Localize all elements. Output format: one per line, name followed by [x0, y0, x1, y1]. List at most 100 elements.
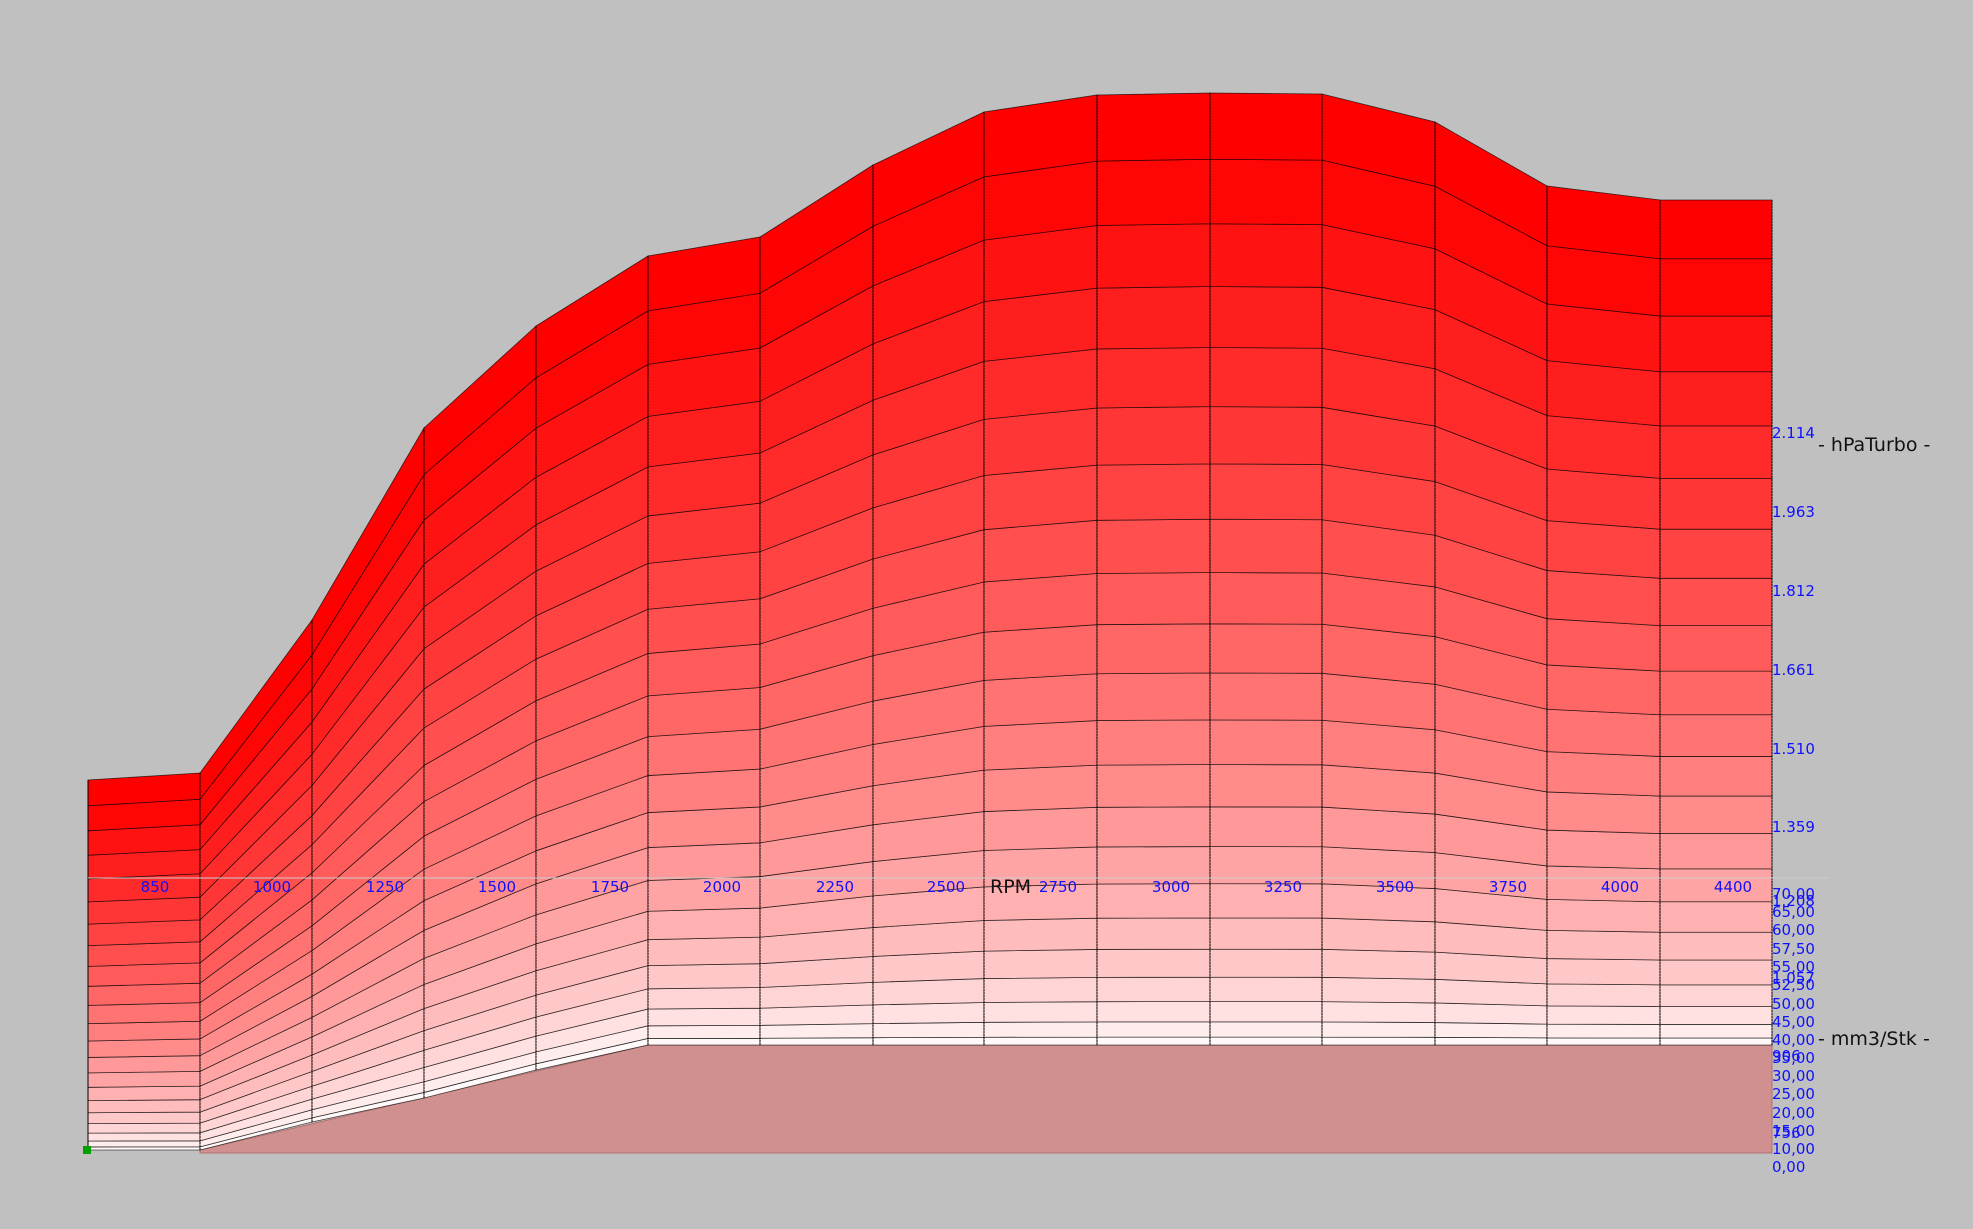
surface-cell: [1096, 976, 1211, 1003]
surface-cell: [1659, 931, 1773, 961]
chart-floor: [199, 1044, 1773, 1154]
surface-cell: [983, 1021, 1098, 1038]
surface-cell: [87, 941, 201, 967]
surface-cell: [1096, 158, 1211, 226]
hpa-tick-label: 1.359: [1772, 818, 1815, 836]
surface-cell: [1096, 764, 1211, 808]
surface-cell: [1209, 1036, 1323, 1046]
surface-cell: [647, 768, 761, 813]
mm3-axis: 0,0010,0015,0020,0025,0030,0035,0040,004…: [1772, 885, 1815, 1176]
surface-cell: [1321, 1036, 1436, 1046]
surface-cell: [87, 1146, 201, 1151]
x-tick-label: 1500: [478, 878, 516, 896]
surface-cell: [1096, 623, 1211, 675]
x-axis-title: RPM: [990, 876, 1031, 898]
hpa-tick-label: 1.661: [1772, 661, 1815, 679]
mm3-axis-title: - mm3/Stk -: [1818, 1028, 1930, 1050]
surface-cell: [1096, 917, 1211, 950]
mm3-tick-label: 50,00: [1772, 995, 1815, 1013]
surface-cell: [1096, 92, 1211, 162]
x-tick-label: 3250: [1264, 878, 1302, 896]
surface-cell: [1096, 719, 1211, 766]
surface-cell: [647, 907, 761, 941]
surface-mesh: [87, 92, 1773, 1151]
surface-cell: [87, 1038, 201, 1058]
surface-cell: [1659, 795, 1773, 834]
x-axis: 850 1000 1250 1500 1750 2000 2250 2500 2750 3000 3…: [88, 877, 1830, 896]
mm3-tick-label: 52,50: [1772, 976, 1815, 994]
hpa-tick-label: 1.963: [1772, 503, 1815, 521]
surface-cell: [983, 464, 1098, 531]
surface-cell: [1546, 929, 1661, 961]
x-tick-label: 2000: [703, 878, 741, 896]
surface-cell: [87, 1020, 201, 1042]
surface-cell: [1209, 1001, 1323, 1023]
surface-cell: [87, 1140, 201, 1148]
surface-cell: [1546, 829, 1661, 870]
surface-cell: [1096, 1021, 1211, 1038]
surface-cell: [87, 1002, 201, 1025]
x-tick-label: 2250: [816, 878, 854, 896]
surface-cell: [87, 1099, 201, 1114]
hpa-tick-label: 1.510: [1772, 740, 1815, 758]
mm3-tick-label: 70,00: [1772, 885, 1815, 903]
surface-cell: [1096, 1036, 1211, 1046]
surface-cell: [1659, 670, 1773, 716]
x-tick-label: 1750: [591, 878, 629, 896]
extra-tick-label: 1.057: [1772, 969, 1815, 987]
surface-cell: [1209, 623, 1323, 674]
surface-cell: [983, 1036, 1098, 1046]
surface-cell: [759, 1023, 874, 1039]
surface-cell: [1096, 948, 1211, 978]
surface-cell: [1096, 286, 1211, 350]
surface-cell: [983, 764, 1098, 812]
surface-cell: [1209, 764, 1323, 808]
surface-cell: [1321, 917, 1436, 953]
surface-cell: [1659, 528, 1773, 579]
surface-cell: [1659, 959, 1773, 986]
surface-cell: [872, 978, 985, 1006]
surface-cell: [1321, 976, 1436, 1004]
surface-cell: [983, 673, 1098, 727]
surface-cell: [1209, 1021, 1323, 1038]
surface-cell: [1321, 948, 1436, 980]
surface-cell: [1209, 719, 1323, 766]
surface-cell: [1209, 223, 1323, 288]
surface-cell: [983, 720, 1098, 771]
surface-cell: [1096, 347, 1211, 409]
surface-cell: [1209, 976, 1323, 1003]
surface-cell: [1546, 520, 1661, 579]
surface-cell: [1209, 347, 1323, 408]
x-tick-label: 2750: [1039, 878, 1077, 896]
surface-cell: [1321, 1021, 1436, 1038]
surface-cell: [1659, 756, 1773, 797]
surface-cell: [1546, 415, 1661, 479]
surface-cell: [647, 936, 761, 967]
surface-cell: [1546, 468, 1661, 530]
surface-cell: [983, 519, 1098, 583]
surface-cell: [87, 1071, 201, 1088]
surface-cell: [1096, 406, 1211, 466]
x-tick-label: 2500: [927, 878, 965, 896]
hpa-axis: 1.359 1.510 1.661 1.812 1.963 2.114: [1772, 424, 1815, 836]
mm3-tick-label: 20,00: [1772, 1104, 1815, 1122]
surface-cell: [647, 806, 761, 848]
surface-cell: [87, 1132, 201, 1142]
surface-cell: [1659, 477, 1773, 530]
surface-cell: [647, 987, 761, 1010]
surface-cell: [1209, 948, 1323, 978]
x-tick-label: 1000: [253, 878, 291, 896]
surface-cell: [1209, 518, 1323, 574]
surface-cell: [1209, 92, 1323, 161]
surface-cell: [1659, 625, 1773, 672]
mm3-tick-label: 35,00: [1772, 1049, 1815, 1067]
mm3-tick-label: 0,00: [1772, 1158, 1805, 1176]
extra-tick-label: 1.208: [1772, 892, 1815, 910]
mm3-tick-label: 25,00: [1772, 1085, 1815, 1103]
extra-tick-label: 906: [1772, 1047, 1801, 1065]
surface-cell: [1546, 708, 1661, 757]
surface-cell: [872, 1021, 985, 1039]
surface-cell: [1546, 570, 1661, 627]
surface-cell: [1659, 1037, 1773, 1046]
floor-plane: [199, 1044, 1773, 1154]
